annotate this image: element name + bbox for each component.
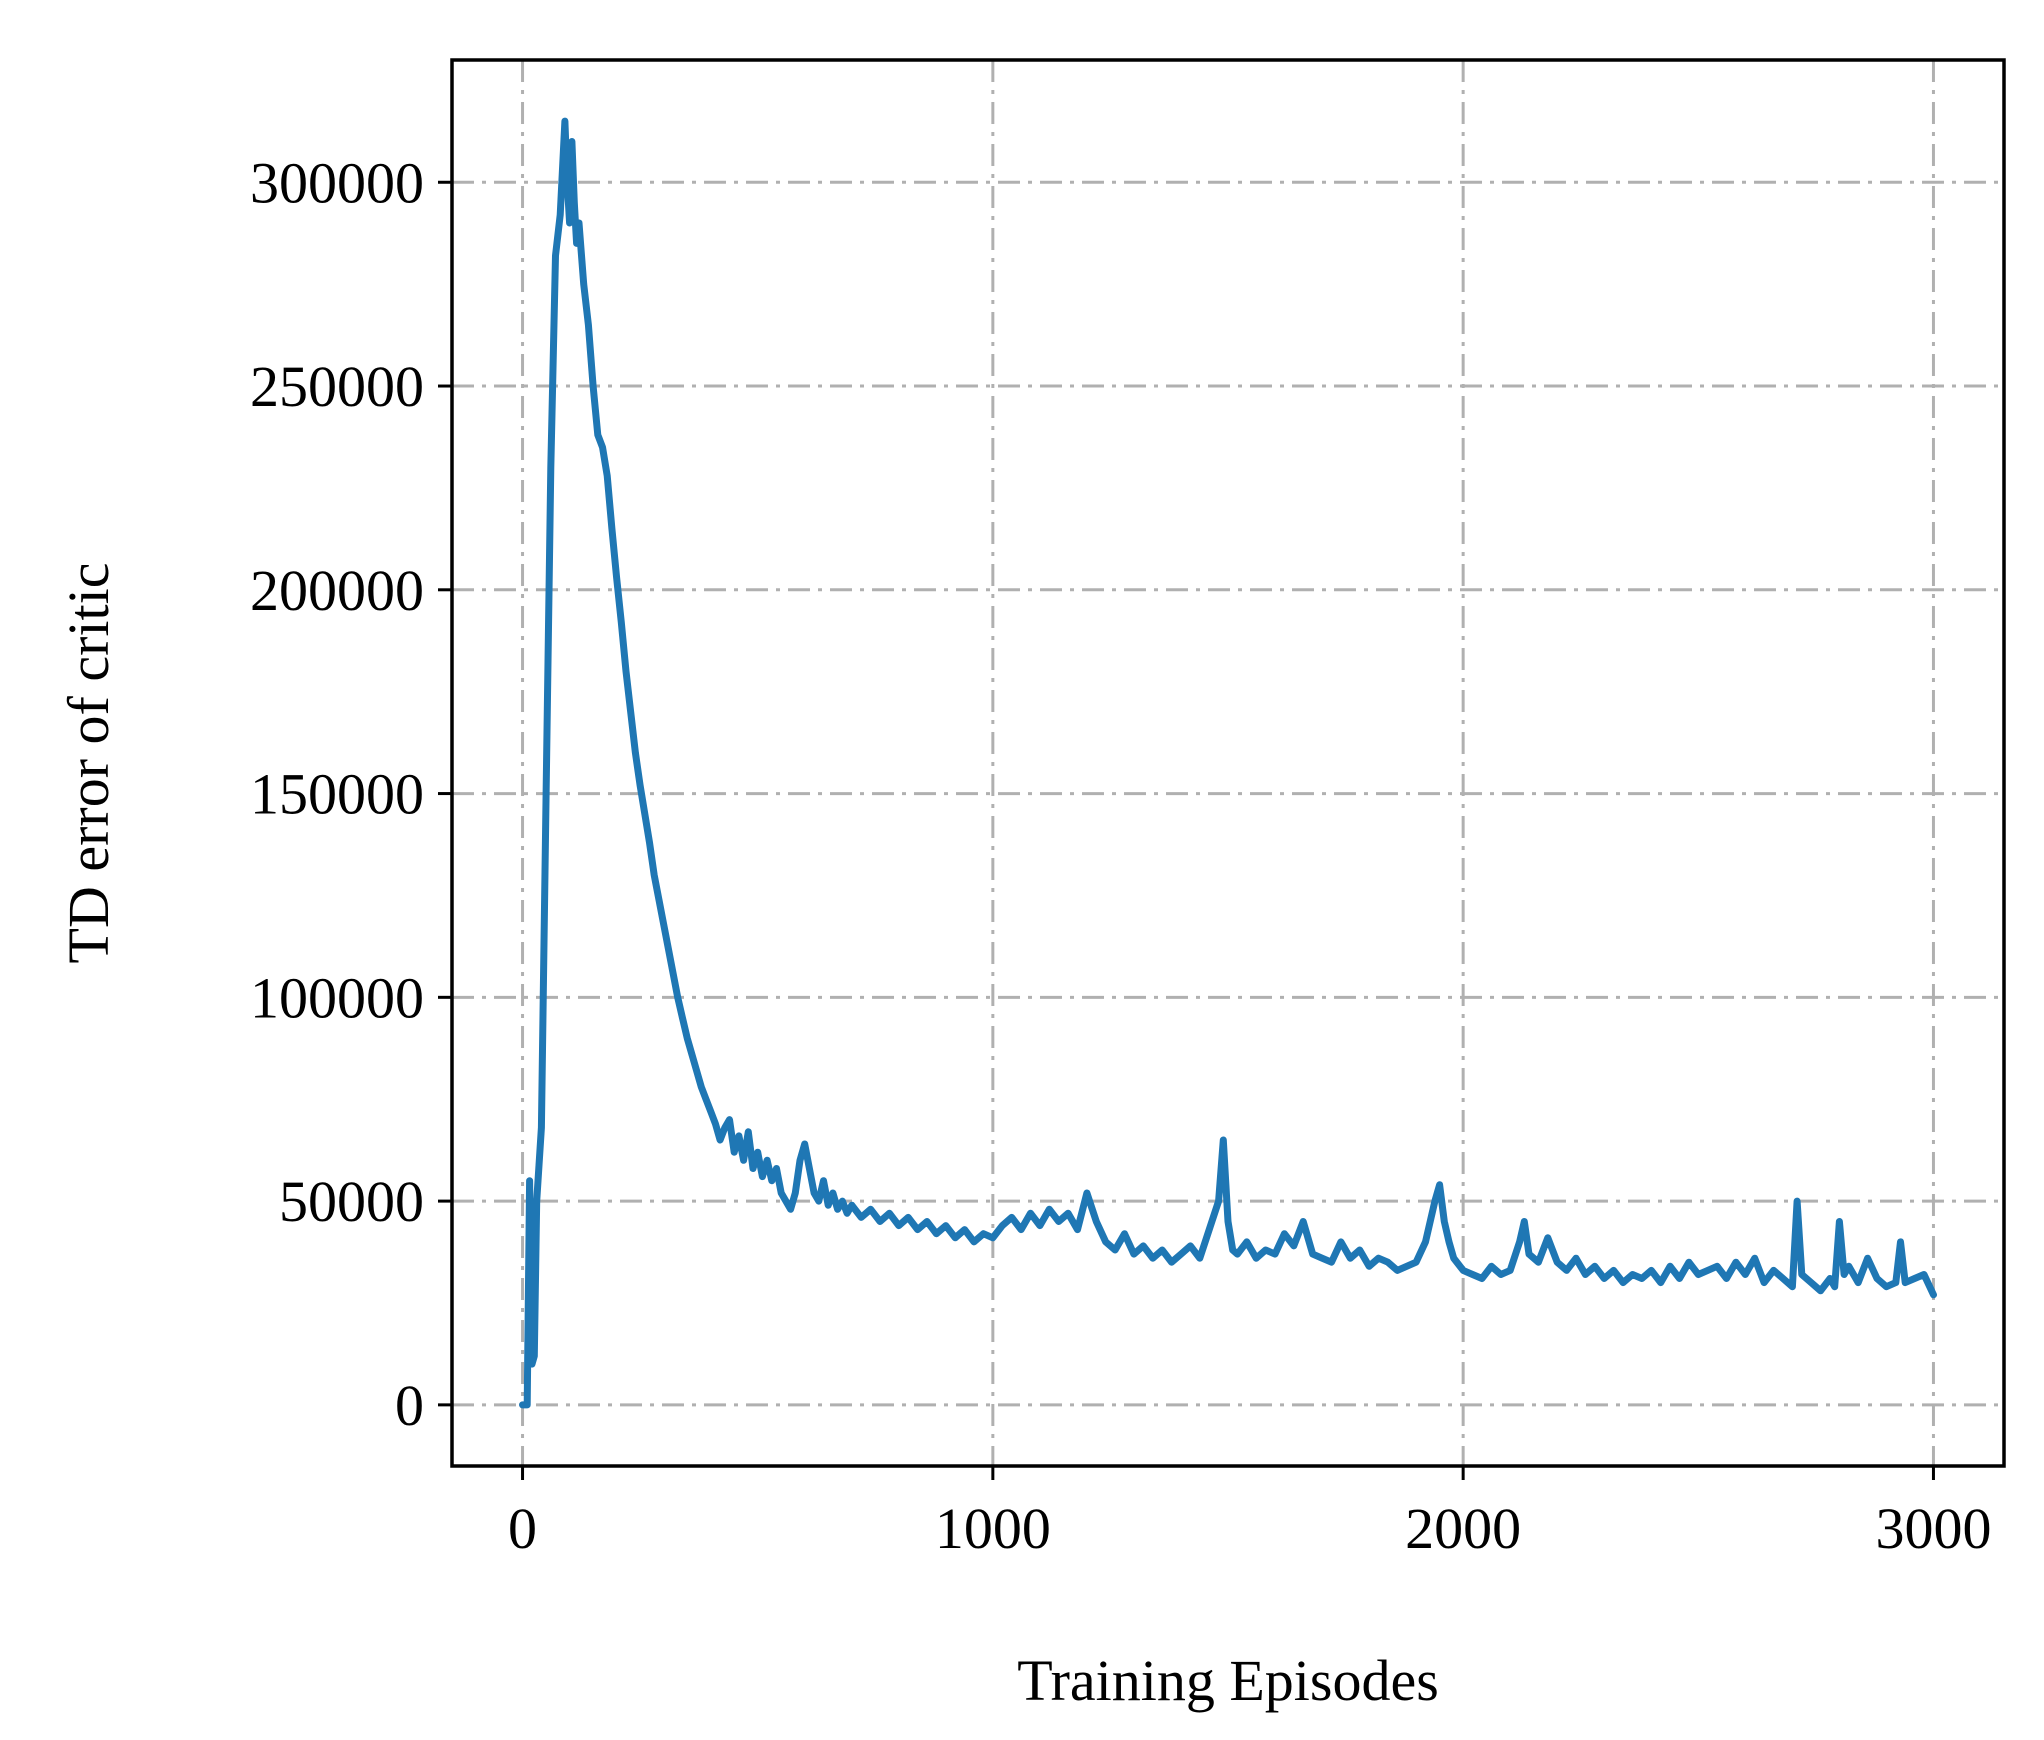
y-tick-label: 200000 xyxy=(250,558,424,623)
y-tick-label: 150000 xyxy=(250,762,424,827)
x-tick-label: 1000 xyxy=(935,1496,1051,1561)
y-tick-label: 0 xyxy=(395,1373,424,1438)
grid xyxy=(452,60,2004,1466)
y-tick-label: 250000 xyxy=(250,354,424,419)
y-axis-label: TD error of critic xyxy=(56,563,121,964)
x-tick-label: 0 xyxy=(508,1496,537,1561)
y-tick-label: 50000 xyxy=(279,1169,424,1234)
x-tick-label: 3000 xyxy=(1875,1496,1991,1561)
x-tick-label: 2000 xyxy=(1405,1496,1521,1561)
ticks: 0 1000 2000 3000 0 50000 100000 150000 200000 250… xyxy=(250,150,1991,1561)
y-tick-label: 100000 xyxy=(250,965,424,1030)
series-layer xyxy=(519,117,1937,1409)
plot-frame xyxy=(450,58,2006,1468)
x-axis-label: Training Episodes xyxy=(1017,1648,1439,1713)
y-tick-label: 300000 xyxy=(250,150,424,215)
series-line-0 xyxy=(519,117,1937,1409)
